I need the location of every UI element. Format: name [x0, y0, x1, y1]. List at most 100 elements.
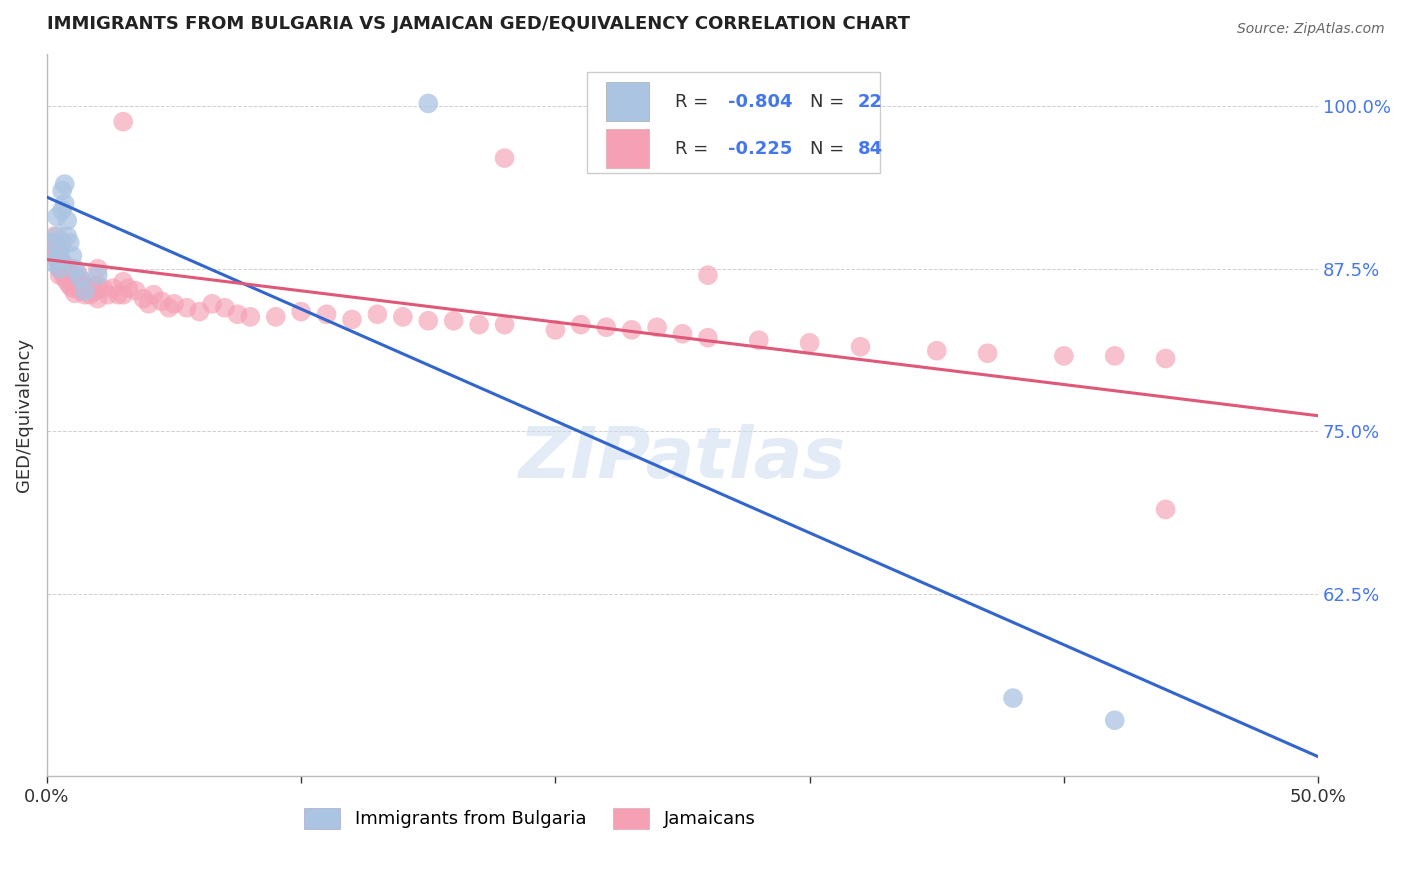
Point	[418, 96, 440, 111]
Text: R =: R =	[675, 93, 714, 111]
Point	[59, 278, 82, 293]
Point	[48, 261, 70, 276]
Point	[1104, 713, 1126, 727]
FancyBboxPatch shape	[588, 72, 880, 173]
Point	[366, 307, 388, 321]
Point	[69, 270, 91, 285]
Point	[214, 301, 236, 315]
Point	[48, 244, 70, 259]
Point	[69, 284, 91, 298]
Text: 84: 84	[858, 140, 883, 158]
Point	[544, 323, 567, 337]
Point	[163, 297, 186, 311]
Point	[849, 340, 872, 354]
Point	[91, 281, 114, 295]
Point	[443, 314, 465, 328]
Point	[48, 261, 70, 276]
Point	[107, 287, 129, 301]
Point	[418, 314, 440, 328]
Point	[56, 275, 79, 289]
Point	[97, 287, 120, 301]
Point	[315, 307, 337, 321]
Point	[132, 292, 155, 306]
Point	[73, 278, 96, 293]
Point	[51, 255, 73, 269]
Point	[569, 318, 592, 332]
Point	[748, 333, 770, 347]
Point	[697, 268, 720, 283]
Point	[53, 177, 76, 191]
Point	[697, 331, 720, 345]
FancyBboxPatch shape	[606, 82, 650, 121]
Point	[112, 287, 135, 301]
Point	[59, 235, 82, 250]
Text: ZIPatlas: ZIPatlas	[519, 424, 846, 493]
Point	[60, 281, 83, 295]
Point	[125, 284, 148, 298]
Point	[671, 326, 693, 341]
Point	[82, 278, 104, 293]
Point	[73, 284, 96, 298]
Point	[1154, 351, 1177, 366]
Point	[87, 278, 110, 293]
Point	[101, 281, 124, 295]
Point	[976, 346, 998, 360]
Point	[87, 261, 110, 276]
Point	[620, 323, 643, 337]
Point	[645, 320, 668, 334]
Point	[1104, 349, 1126, 363]
Point	[142, 287, 165, 301]
Point	[46, 235, 69, 250]
Text: IMMIGRANTS FROM BULGARIA VS JAMAICAN GED/EQUIVALENCY CORRELATION CHART: IMMIGRANTS FROM BULGARIA VS JAMAICAN GED…	[46, 15, 910, 33]
Point	[63, 270, 86, 285]
Point	[41, 249, 63, 263]
Text: R =: R =	[675, 140, 714, 158]
Text: -0.804: -0.804	[728, 93, 793, 111]
Text: -0.225: -0.225	[728, 140, 793, 158]
Point	[72, 275, 94, 289]
Point	[188, 304, 211, 318]
Point	[41, 235, 63, 250]
Point	[201, 297, 224, 311]
Point	[53, 196, 76, 211]
Point	[157, 301, 180, 315]
Point	[46, 229, 69, 244]
Point	[87, 292, 110, 306]
Text: Source: ZipAtlas.com: Source: ZipAtlas.com	[1237, 22, 1385, 37]
Point	[925, 343, 948, 358]
Point	[226, 307, 249, 321]
Point	[112, 114, 135, 128]
Point	[290, 304, 312, 318]
Point	[63, 261, 86, 276]
Point	[117, 281, 139, 295]
Point	[79, 287, 101, 301]
Point	[176, 301, 198, 315]
Point	[56, 260, 79, 275]
Point	[76, 281, 98, 295]
Point	[264, 310, 287, 324]
Text: N =: N =	[810, 93, 849, 111]
Point	[53, 270, 76, 285]
Point	[494, 318, 516, 332]
Y-axis label: GED/Equivalency: GED/Equivalency	[15, 338, 32, 492]
Point	[799, 335, 821, 350]
Point	[48, 244, 70, 259]
Point	[44, 244, 66, 259]
Text: N =: N =	[810, 140, 849, 158]
Point	[138, 297, 160, 311]
Point	[59, 264, 82, 278]
Point	[595, 320, 617, 334]
Text: 22: 22	[858, 93, 883, 111]
Point	[53, 258, 76, 272]
Point	[1053, 349, 1076, 363]
Legend: Immigrants from Bulgaria, Jamaicans: Immigrants from Bulgaria, Jamaicans	[297, 800, 763, 836]
Point	[60, 249, 83, 263]
Point	[41, 255, 63, 269]
Point	[56, 229, 79, 244]
Point	[60, 268, 83, 283]
Point	[1154, 502, 1177, 516]
Point	[494, 151, 516, 165]
Point	[150, 294, 173, 309]
Point	[66, 277, 89, 292]
Point	[84, 284, 107, 298]
